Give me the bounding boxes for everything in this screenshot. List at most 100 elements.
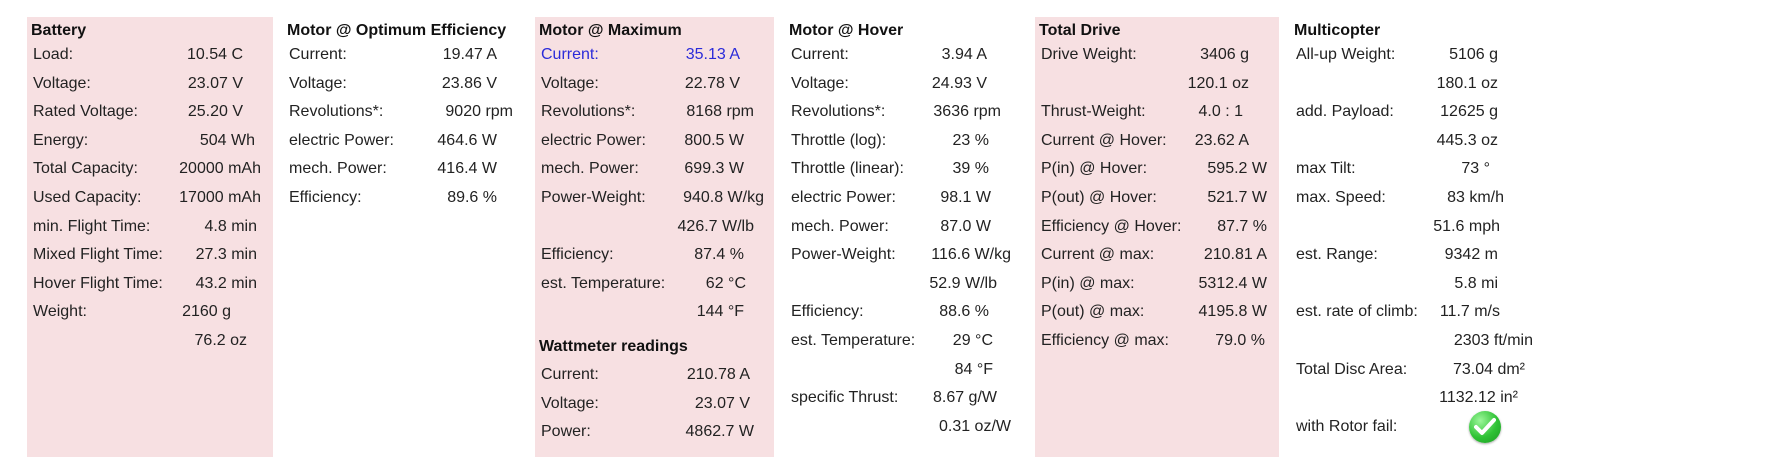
row-label: P(out) @ Hover: (1041, 188, 1157, 206)
row-label: P(in) @ max: (1041, 274, 1135, 292)
row-value: 11.7 m/s (1439, 303, 1500, 321)
row-value: 9342 m (1444, 246, 1498, 264)
table-row: est. Temperature: 62 °C (539, 270, 774, 299)
table-row: electric Power: 98.1 W (789, 184, 1031, 213)
row-value: 23.07 V (187, 74, 243, 92)
row-value: 39 % (952, 160, 989, 178)
table-row: 180.1 oz (1294, 70, 1540, 99)
table-row: 52.9 W/lb (789, 270, 1031, 299)
row-label: Power-Weight: (791, 246, 896, 264)
table-row: min. Flight Time: 4.8 min (31, 213, 273, 242)
table-row: 144 °F (539, 298, 774, 327)
row-label: Voltage: (289, 74, 347, 92)
table-row: Power: 4862.7 W (539, 418, 774, 447)
row-value: 43.2 min (195, 274, 257, 292)
motor-maximum-panel: Motor @ Maximum Current: 35.13 A Voltage:… (535, 17, 774, 457)
row-value: 180.1 oz (1436, 74, 1498, 92)
row-value: 4862.7 W (685, 423, 754, 441)
table-row: P(out) @ Hover: 521.7 W (1039, 184, 1279, 213)
table-row: mech. Power: 87.0 W (789, 213, 1031, 242)
table-row: Energy: 504 Wh (31, 127, 273, 156)
table-row: Voltage: 22.78 V (539, 70, 774, 99)
table-row: Used Capacity: 17000 mAh (31, 184, 273, 213)
row-value: 29 °C (952, 331, 993, 349)
table-row: 0.31 oz/W (789, 413, 1031, 442)
row-value: 521.7 W (1207, 188, 1267, 206)
row-label: Load: (33, 46, 74, 63)
row-value: 23.07 V (694, 394, 750, 412)
row-label: Efficiency: (289, 188, 362, 206)
battery-panel: Battery Load: 10.54 C Voltage: 23.07 V Rat… (27, 17, 273, 457)
row-value: 2160 g (182, 303, 231, 321)
table-row: Power-Weight: 116.6 W/kg (789, 241, 1031, 270)
table-row: mech. Power: 699.3 W (539, 155, 774, 184)
table-row: 445.3 oz (1294, 127, 1540, 156)
table-row: P(in) @ max: 5312.4 W (1039, 270, 1279, 299)
table-row: specific Thrust: 8.67 g/W (789, 384, 1031, 413)
row-label: Voltage: (33, 74, 91, 92)
row-value: 87.0 W (940, 217, 991, 235)
row-label: est. rate of climb: (1296, 303, 1418, 321)
row-value: 62 °C (705, 274, 746, 292)
row-value: 22.78 V (684, 74, 740, 92)
table-row: 5.8 mi (1294, 270, 1540, 299)
motor-hover-title: Motor @ Hover (789, 22, 904, 39)
table-row: 84 °F (789, 356, 1031, 385)
row-value: 144 °F (696, 303, 744, 321)
table-row: 2303 ft/min (1294, 327, 1540, 356)
row-value: 504 Wh (199, 131, 255, 149)
row-value: 464.6 W (437, 131, 497, 149)
row-value: 8.67 g/W (932, 389, 997, 407)
row-value: 210.78 A (686, 365, 750, 383)
table-row: Current @ Hover: 23.62 A (1039, 127, 1279, 156)
battery-table: Load: 10.54 C Voltage: 23.07 V Rated Volta… (31, 41, 273, 356)
row-label: max. Speed: (1296, 188, 1386, 206)
row-value: 20000 mAh (179, 160, 261, 178)
multicopter-panel: Multicopter All-up Weight: 5106 g 180.1 o… (1290, 17, 1540, 457)
row-label: Revolutions*: (791, 103, 886, 121)
row-label: Efficiency @ Hover: (1041, 217, 1182, 235)
table-row: Load: 10.54 C (31, 41, 273, 70)
row-value: 27.3 min (195, 246, 257, 264)
table-row: 426.7 W/lb (539, 213, 774, 242)
row-value: 10.54 C (186, 46, 243, 63)
table-row: max Tilt: 73 ° (1294, 155, 1540, 184)
table-row: 1132.12 in² (1294, 384, 1540, 413)
row-value: 3.94 A (941, 46, 987, 63)
table-row: Efficiency @ Hover: 87.7 % (1039, 213, 1279, 242)
table-row: mech. Power: 416.4 W (287, 155, 527, 184)
row-value: 24.93 V (931, 74, 987, 92)
table-row: Hover Flight Time: 43.2 min (31, 270, 273, 299)
battery-title: Battery (31, 22, 87, 39)
row-label: Revolutions*: (289, 103, 384, 121)
row-label: Energy: (33, 131, 89, 149)
row-label: min. Flight Time: (33, 217, 151, 235)
table-row: Voltage: 24.93 V (789, 70, 1031, 99)
table-row: add. Payload: 12625 g (1294, 98, 1540, 127)
row-value: 87.4 % (694, 246, 744, 264)
row-value: 17000 mAh (179, 188, 261, 206)
table-row: Throttle (log): 23 % (789, 127, 1031, 156)
table-row: Efficiency: 88.6 % (789, 298, 1031, 327)
row-value: 4195.8 W (1198, 303, 1267, 321)
table-row: Efficiency: 87.4 % (539, 241, 774, 270)
row-label: add. Payload: (1296, 103, 1394, 121)
row-label: Weight: (33, 303, 87, 321)
row-label: Current: (541, 46, 599, 63)
motor-hover-table: Current: 3.94 A Voltage: 24.93 V Revolutio… (789, 41, 1031, 441)
table-row-highlighted: Current: 35.13 A (539, 41, 774, 70)
row-value: 25.20 V (187, 103, 243, 121)
table-row: electric Power: 464.6 W (287, 127, 527, 156)
row-value: 5312.4 W (1198, 274, 1267, 292)
total-drive-panel: Total Drive Drive Weight: 3406 g 120.1 oz… (1035, 17, 1279, 457)
row-label: Current @ Hover: (1041, 131, 1167, 149)
row-value: 0.31 oz/W (938, 417, 1011, 435)
row-value: 8168 rpm (686, 103, 754, 121)
table-row: Revolutions*: 8168 rpm (539, 98, 774, 127)
table-row: Revolutions*: 9020 rpm (287, 98, 527, 127)
row-value: 23 % (952, 131, 989, 149)
table-row: Thrust-Weight: 4.0 : 1 (1039, 98, 1279, 127)
row-label: Drive Weight: (1041, 46, 1137, 63)
table-row: with Rotor fail: (1294, 410, 1540, 443)
row-label: Total Capacity: (33, 160, 138, 178)
